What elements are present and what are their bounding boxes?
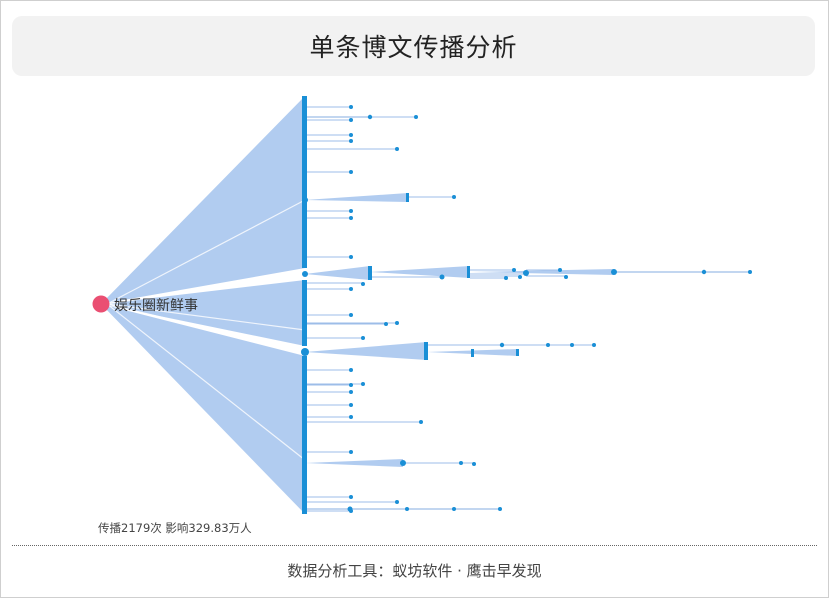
repost-node-20: [405, 507, 409, 511]
repost-node-0: [367, 114, 373, 120]
cluster-350-stack: [424, 342, 428, 360]
branch-node-1: [349, 118, 353, 122]
fan-cluster-350: [305, 342, 427, 360]
node-group: [92, 96, 752, 514]
title-bar: 单条博文传播分析: [12, 16, 815, 76]
root-fan-middle: [101, 280, 305, 346]
root-fan-lower: [101, 304, 305, 514]
fan-cluster-272c: [470, 269, 614, 275]
propagation-stats: 传播2179次 影响329.83万人: [98, 521, 252, 535]
page-title: 单条博文传播分析: [309, 33, 518, 62]
repost-node-6: [512, 268, 516, 272]
footer-divider: [12, 545, 817, 546]
branch-node-18: [349, 403, 353, 407]
branch-node-22: [349, 495, 353, 499]
root-fan-strand: [106, 303, 306, 331]
repost-node-7: [523, 270, 529, 276]
fan-cluster-272: [305, 266, 370, 280]
hub-node-lower: [301, 348, 309, 356]
footer-source: 数据分析工具：蚁坊软件 · 鹰击早发现: [287, 562, 542, 580]
cluster-350b-stack: [471, 349, 474, 357]
branch-node-20: [419, 420, 423, 424]
fan-cluster-272b: [370, 266, 470, 278]
repost-node-22: [498, 507, 502, 511]
branch-node-19: [349, 415, 353, 419]
root-node: [92, 295, 110, 313]
branch-node-13: [361, 336, 365, 340]
repost-node-4: [748, 270, 752, 274]
root-fan-strand: [106, 303, 306, 461]
branch-node-0: [349, 105, 353, 109]
fan-cluster-197: [305, 193, 408, 202]
repost-node-10: [558, 268, 562, 272]
cluster-272c-node: [611, 269, 617, 275]
repost-node-19: [347, 506, 353, 512]
edge-line-group: [305, 106, 750, 512]
repost-node-15: [570, 343, 574, 347]
first-level-column-lower: [302, 356, 307, 514]
hub-node-middle: [302, 271, 308, 277]
root-fan-strand: [106, 199, 306, 305]
branch-node-8: [349, 255, 353, 259]
first-level-column-upper: [302, 96, 307, 268]
repost-node-3: [701, 269, 707, 275]
repost-node-16: [592, 343, 596, 347]
label-group: 娱乐圈新鲜事: [114, 298, 198, 314]
branch-node-5: [349, 170, 353, 174]
branch-node-4: [395, 147, 399, 151]
branch-node-2: [349, 133, 353, 137]
root-label: 娱乐圈新鲜事: [114, 298, 198, 314]
first-level-column-middle: [302, 280, 307, 346]
branch-node-3: [349, 139, 353, 143]
branch-node-14: [349, 368, 353, 372]
repost-node-5: [439, 274, 445, 280]
repost-node-1: [414, 115, 418, 119]
cluster-463-node: [400, 460, 406, 466]
branch-node-7: [349, 216, 353, 220]
repost-node-8: [518, 275, 522, 279]
repost-node-18: [472, 462, 476, 466]
repost-node-17: [459, 461, 463, 465]
root-fan-upper: [101, 96, 305, 304]
repost-node-21: [452, 507, 456, 511]
branch-node-21: [349, 450, 353, 454]
branch-node-9: [349, 287, 353, 291]
cluster-197-stack: [406, 193, 409, 202]
repost-node-11: [564, 275, 568, 279]
root-fan-strand: [106, 273, 306, 305]
branch-node-16: [349, 383, 353, 387]
repost-node-14: [546, 343, 550, 347]
hub-node-upper: [302, 197, 308, 203]
repost-node-13: [499, 342, 505, 348]
branch-node-23: [395, 500, 399, 504]
root-fan-strand: [106, 303, 306, 353]
edge-fan-group: [101, 96, 614, 514]
cluster-272-stack: [368, 266, 372, 280]
cluster-350c-stack: [516, 349, 519, 356]
branch-node-12: [384, 322, 388, 326]
cluster-272b-stack: [467, 266, 470, 278]
branch-node-10: [349, 313, 353, 317]
fan-cluster-463: [305, 459, 403, 467]
repost-node-12: [361, 282, 365, 286]
repost-node-9: [504, 276, 508, 280]
branch-node-11: [395, 321, 399, 325]
branch-node-15: [361, 382, 365, 386]
repost-node-2: [452, 195, 456, 199]
branch-node-6: [349, 209, 353, 213]
branch-node-17: [349, 390, 353, 394]
